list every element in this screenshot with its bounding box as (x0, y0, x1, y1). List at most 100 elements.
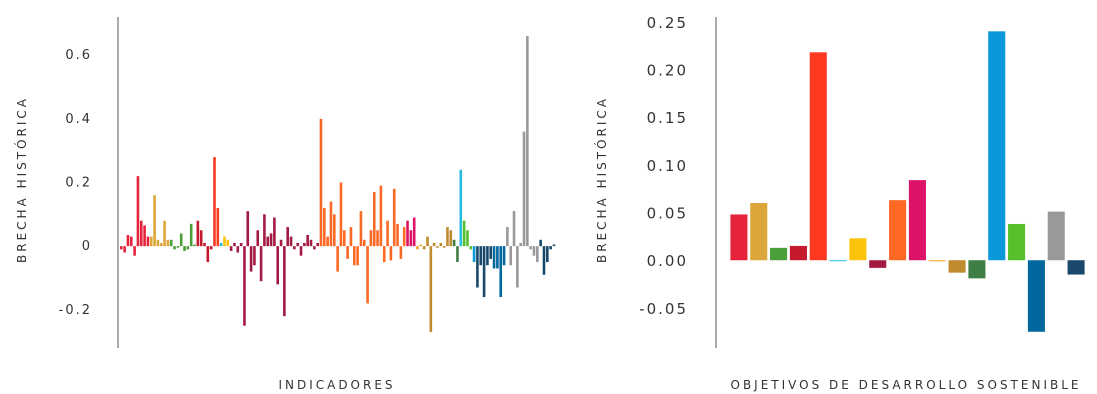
left-x-axis-label: INDICADORES (278, 378, 395, 392)
indicator-bar (259, 246, 263, 282)
sdg-bar (968, 260, 986, 279)
indicator-bar (462, 220, 466, 247)
indicator-bar (286, 227, 290, 247)
indicator-bar (229, 246, 233, 251)
sdg-bar (948, 260, 966, 273)
sdg-chart: -0.05 0.00 0.05 0.10 0.15 0.20 0.25 BRECHA HIS… (594, 14, 1085, 392)
indicator-bar (243, 246, 246, 326)
indicator-bar (382, 246, 386, 263)
indicator-bar (509, 246, 512, 266)
indicator-bar (169, 239, 173, 247)
indicator-bar (539, 239, 542, 247)
left-y-ticks: -0.2 0 0.2 0.4 0.6 (59, 48, 92, 318)
indicator-bar (549, 246, 552, 250)
indicator-bar (213, 157, 216, 247)
indicator-bar (156, 239, 160, 247)
indicator-bar (203, 242, 206, 247)
sdg-bar (809, 52, 827, 261)
indicator-bar (482, 246, 486, 298)
right-bars (730, 31, 1085, 332)
indicator-bar (166, 239, 170, 247)
left-y-tick-label: 0.4 (65, 112, 92, 127)
indicator-bar (329, 201, 333, 247)
indicator-bar (223, 236, 226, 247)
indicator-bar (183, 246, 186, 251)
sdg-bar (869, 260, 887, 268)
indicator-bar (459, 169, 463, 247)
indicator-bar (449, 230, 453, 247)
indicator-bar (246, 211, 250, 247)
indicator-bar (163, 220, 166, 247)
indicator-bar (419, 244, 423, 247)
indicator-bar (522, 131, 526, 247)
indicator-bar (133, 246, 136, 256)
indicator-bar (476, 246, 479, 288)
indicator-bar (389, 246, 393, 261)
indicator-bar (303, 242, 306, 247)
left-y-tick-label: 0.2 (65, 176, 92, 191)
indicator-bar (439, 242, 443, 247)
indicator-bar (546, 246, 549, 263)
sdg-bar (789, 245, 807, 261)
indicator-bar (293, 246, 296, 250)
indicator-bar (532, 246, 536, 256)
sdg-bar (889, 200, 907, 261)
indicator-bar (386, 220, 389, 247)
indicator-bar (326, 236, 329, 247)
indicator-bar (159, 242, 163, 247)
indicator-bar (306, 235, 309, 247)
indicators-chart: -0.2 0 0.2 0.4 0.6 BRECHA HISTÓRICA INDICADO… (14, 17, 556, 392)
indicator-bar (179, 233, 183, 247)
sdg-bar (849, 238, 867, 261)
indicator-bar (289, 236, 293, 247)
indicator-bar (339, 182, 343, 247)
indicator-bar (349, 227, 353, 247)
indicator-bar (536, 246, 539, 263)
indicator-bar (129, 236, 133, 247)
indicator-bar (496, 246, 499, 269)
left-y-axis-label: BRECHA HISTÓRICA (14, 96, 29, 263)
indicator-bar (359, 211, 363, 247)
indicator-bar (189, 223, 193, 247)
indicator-bar (233, 242, 236, 247)
indicator-bar (512, 211, 516, 247)
indicator-bar (486, 246, 489, 266)
right-x-axis-label: OBJETIVOS DE DESARROLLO SOSTENIBLE (731, 378, 1082, 392)
indicator-bar (426, 236, 429, 247)
right-y-tick-label: 0.05 (647, 205, 688, 223)
indicator-bar (352, 246, 356, 266)
sdg-bar (770, 247, 788, 261)
indicator-bar (196, 220, 200, 247)
indicator-bar (319, 118, 323, 247)
indicator-bar (266, 236, 270, 247)
indicator-bar (206, 246, 210, 263)
indicator-bar (226, 239, 230, 247)
indicator-bar (402, 227, 406, 247)
indicator-bar (362, 239, 366, 247)
indicator-bar (136, 176, 140, 247)
indicator-bar (149, 236, 153, 247)
sdg-bar (1027, 260, 1045, 332)
indicator-bar (313, 246, 316, 250)
indicator-bar (336, 246, 339, 272)
indicator-bar (446, 227, 449, 247)
indicator-bar (323, 207, 326, 247)
indicator-bar (253, 246, 256, 266)
indicator-bar (346, 246, 349, 259)
indicator-bar (186, 246, 190, 250)
right-y-axis-label: BRECHA HISTÓRICA (594, 96, 609, 263)
indicator-bar (366, 246, 369, 304)
sdg-bar (928, 260, 946, 262)
right-y-tick-label: 0.10 (647, 157, 688, 175)
indicator-bar (249, 246, 253, 272)
indicator-bar (469, 246, 473, 250)
right-y-ticks: -0.05 0.00 0.05 0.10 0.15 0.20 0.25 (639, 14, 688, 318)
indicator-bar (236, 246, 240, 253)
indicator-bar (392, 188, 396, 247)
sdg-bar (908, 180, 926, 261)
sdg-bar (829, 260, 847, 262)
sdg-bar (750, 203, 768, 261)
indicator-bar (176, 246, 180, 248)
indicator-bar (399, 246, 403, 259)
